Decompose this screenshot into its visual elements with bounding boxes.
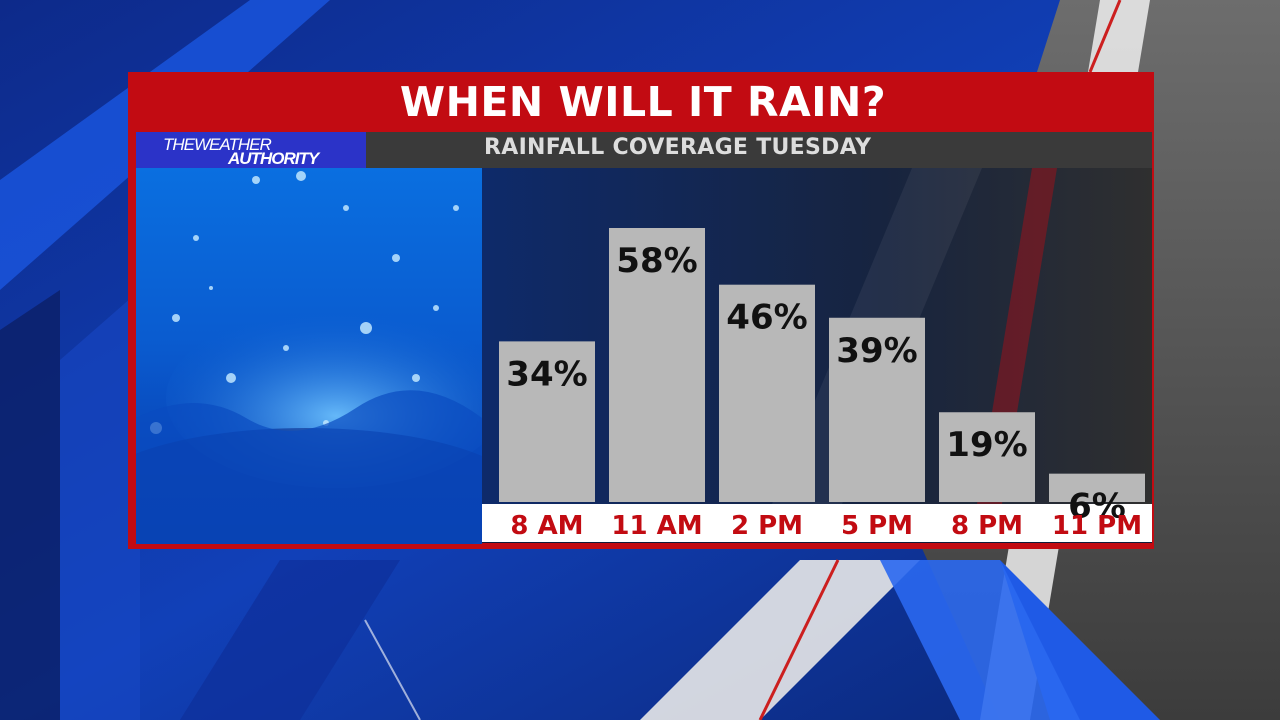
category-axis-strip: [482, 504, 1152, 542]
category-label: 8 AM: [510, 511, 583, 541]
category-label: 2 PM: [731, 511, 803, 541]
bar-11-pm: [1049, 473, 1145, 502]
rainfall-chart: 34% 58% 46% 39% 19% 6% 8 AM 11 AM 2 PM 5 PM 8 PM 1…: [482, 168, 1152, 542]
category-label: 5 PM: [841, 511, 913, 541]
value-label: 6%: [1068, 487, 1126, 527]
category-label: 8 PM: [951, 511, 1023, 541]
category-label: 11 PM: [1052, 511, 1142, 541]
chart-subtitle: RAINFALL COVERAGE TUESDAY: [484, 135, 872, 160]
logo-line-1: THEWEATHER: [163, 135, 272, 154]
bar-5-pm: [829, 317, 925, 502]
value-label: 34%: [506, 354, 587, 394]
bar-11-am: [609, 228, 705, 502]
station-logo: THEWEATHER AUTHORITY: [136, 132, 366, 168]
value-label: 19%: [946, 425, 1027, 465]
bar-8-am: [499, 341, 595, 502]
bar-2-pm: [719, 284, 815, 502]
value-label: 39%: [836, 331, 917, 371]
title-bar: WHEN WILL IT RAIN?: [134, 73, 1152, 131]
page-title: WHEN WILL IT RAIN?: [399, 78, 887, 126]
value-label: 46%: [726, 298, 807, 338]
category-label: 11 AM: [611, 511, 702, 541]
rain-splash-image: [136, 168, 482, 544]
logo-line-2: AUTHORITY: [228, 149, 319, 168]
value-label: 58%: [616, 241, 697, 281]
subtitle-bar: RAINFALL COVERAGE TUESDAY: [366, 132, 1152, 168]
bar-8-pm: [939, 412, 1035, 502]
